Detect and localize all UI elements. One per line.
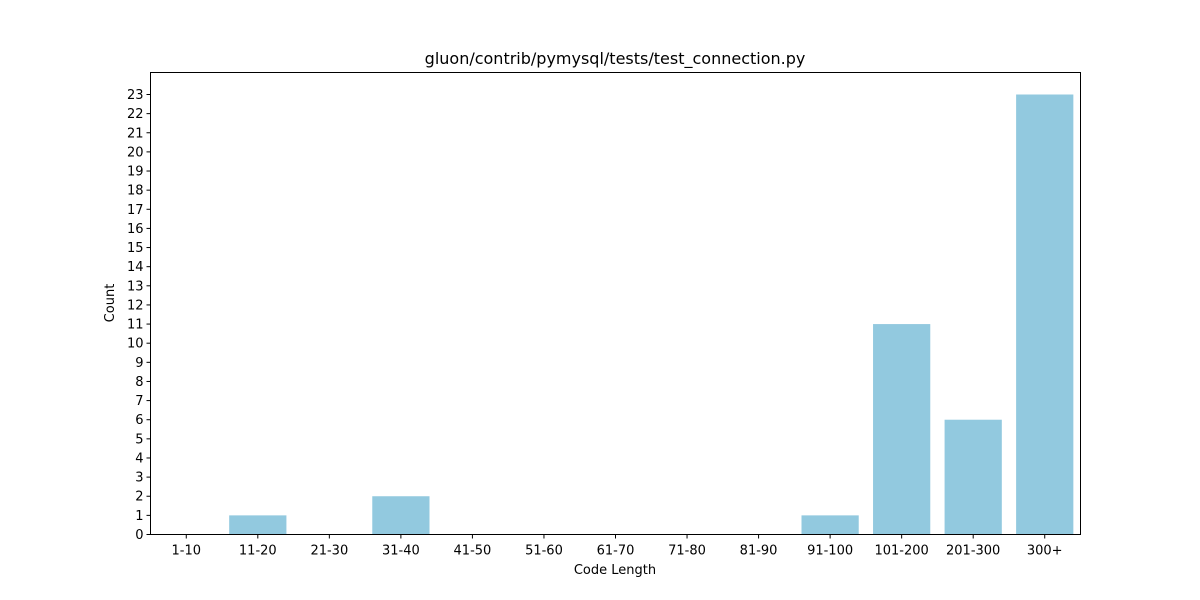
y-tick-label: 5 <box>135 432 143 447</box>
x-tick-label: 31-40 <box>382 544 420 559</box>
x-tick-label: 91-100 <box>807 544 853 559</box>
y-tick-label: 13 <box>127 279 144 294</box>
y-tick-label: 3 <box>135 471 143 486</box>
x-tick-label: 1-10 <box>172 544 202 559</box>
bar-101-200 <box>873 324 931 535</box>
y-tick-label: 15 <box>127 241 144 256</box>
y-tick-label: 23 <box>127 88 144 103</box>
y-tick-label: 17 <box>127 203 144 218</box>
bar-91-100 <box>801 515 859 535</box>
x-tick-label: 41-50 <box>454 544 492 559</box>
y-tick-label: 16 <box>127 222 144 237</box>
bar-300+ <box>1016 94 1074 535</box>
chart-title: gluon/contrib/pymysql/tests/test_connect… <box>425 49 806 69</box>
x-axis-label: Code Length <box>574 563 656 578</box>
y-tick-label: 21 <box>127 126 144 141</box>
y-tick-label: 11 <box>127 318 144 333</box>
y-tick-label: 20 <box>127 145 144 160</box>
x-tick-label: 11-20 <box>239 544 277 559</box>
x-tick-label: 81-90 <box>740 544 778 559</box>
y-tick-label: 19 <box>127 165 144 180</box>
y-tick-label: 6 <box>135 413 143 428</box>
y-tick-label: 14 <box>127 260 144 275</box>
y-tick-label: 18 <box>127 184 144 199</box>
x-tick-label: 61-70 <box>597 544 635 559</box>
y-tick-label: 10 <box>127 337 144 352</box>
y-tick-label: 8 <box>135 375 143 390</box>
x-tick-label: 300+ <box>1027 544 1063 559</box>
bars <box>229 94 1074 535</box>
x-tick-label: 51-60 <box>525 544 563 559</box>
y-tick-label: 7 <box>135 394 143 409</box>
y-tick-label: 22 <box>127 107 144 122</box>
y-tick-label: 4 <box>135 451 143 466</box>
x-tick-label: 101-200 <box>874 544 928 559</box>
y-tick-label: 9 <box>135 356 143 371</box>
y-tick-label: 12 <box>127 298 144 313</box>
y-tick-label: 0 <box>135 528 143 543</box>
x-tick-label: 71-80 <box>668 544 706 559</box>
x-tick-label: 21-30 <box>310 544 348 559</box>
x-tick-label: 201-300 <box>946 544 1000 559</box>
bar-201-300 <box>944 419 1002 535</box>
y-axis-label: Count <box>103 284 118 323</box>
x-axis-ticks: 1-10 11-20 21-30 31-40 41-50 51-60 61-70 71-80 8… <box>172 534 1063 559</box>
axes-frame <box>150 72 1081 535</box>
y-tick-label: 1 <box>135 509 143 524</box>
y-tick-label: 2 <box>135 490 143 505</box>
bar-31-40 <box>372 496 430 535</box>
bar-11-20 <box>229 515 287 535</box>
